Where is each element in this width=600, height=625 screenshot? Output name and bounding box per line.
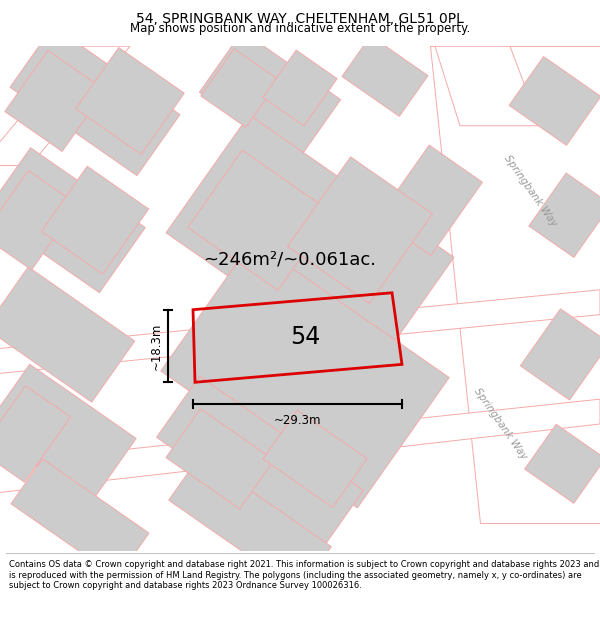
Polygon shape <box>0 364 136 504</box>
Polygon shape <box>263 410 367 508</box>
Polygon shape <box>0 399 600 494</box>
Polygon shape <box>157 376 364 551</box>
Polygon shape <box>0 148 145 292</box>
Polygon shape <box>161 241 449 508</box>
Polygon shape <box>188 150 332 290</box>
Text: Springbank Way: Springbank Way <box>502 153 559 228</box>
Text: Map shows position and indicative extent of the property.: Map shows position and indicative extent… <box>130 22 470 34</box>
Polygon shape <box>529 173 600 258</box>
Polygon shape <box>263 50 337 126</box>
Polygon shape <box>166 409 274 509</box>
Polygon shape <box>5 51 105 151</box>
Text: ~246m²/~0.061ac.: ~246m²/~0.061ac. <box>203 251 377 269</box>
Polygon shape <box>10 26 180 176</box>
Polygon shape <box>0 386 70 482</box>
Polygon shape <box>287 157 433 304</box>
Text: 54: 54 <box>290 325 320 349</box>
Polygon shape <box>201 49 279 128</box>
Polygon shape <box>0 171 77 270</box>
Polygon shape <box>166 115 454 376</box>
Polygon shape <box>169 456 331 591</box>
Polygon shape <box>11 459 149 578</box>
Text: 54, SPRINGBANK WAY, CHELTENHAM, GL51 0PL: 54, SPRINGBANK WAY, CHELTENHAM, GL51 0PL <box>136 11 464 26</box>
Polygon shape <box>0 290 600 374</box>
Polygon shape <box>377 145 482 256</box>
Text: Contains OS data © Crown copyright and database right 2021. This information is : Contains OS data © Crown copyright and d… <box>9 560 599 590</box>
Polygon shape <box>430 46 600 523</box>
Polygon shape <box>0 46 130 166</box>
Polygon shape <box>41 166 149 274</box>
Text: ~29.3m: ~29.3m <box>274 414 321 426</box>
Polygon shape <box>342 36 428 116</box>
Text: Springbank Way: Springbank Way <box>472 386 529 461</box>
Polygon shape <box>509 56 600 145</box>
Text: ~18.3m: ~18.3m <box>149 322 163 369</box>
Polygon shape <box>199 31 341 161</box>
Polygon shape <box>520 309 600 400</box>
Polygon shape <box>76 48 184 154</box>
Polygon shape <box>435 46 540 126</box>
Polygon shape <box>524 424 600 503</box>
Polygon shape <box>0 267 135 402</box>
